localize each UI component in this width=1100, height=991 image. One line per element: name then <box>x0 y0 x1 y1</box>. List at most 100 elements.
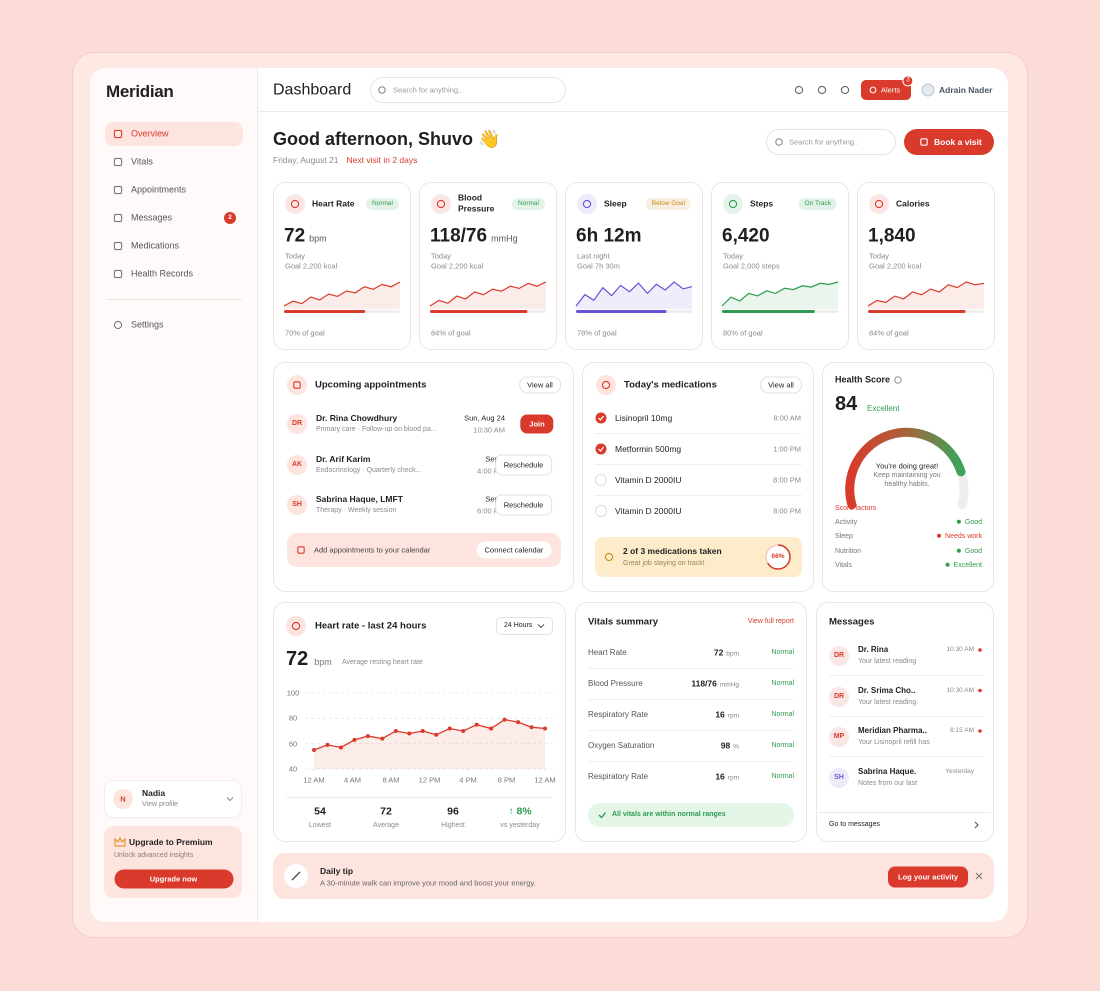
text-row: 16 rpm <box>715 710 739 721</box>
sender: Meridian Pharma.. <box>858 726 927 736</box>
preview: Your Lisinopril refill has <box>858 738 930 746</box>
stat-card <box>711 182 849 350</box>
nav-item[interactable]: Medications <box>131 240 180 251</box>
separator <box>595 495 802 496</box>
sender: Sabrina Haque. <box>858 766 917 776</box>
progress-label: 84% of goal <box>431 328 471 338</box>
nav-item[interactable]: Settings <box>131 319 164 330</box>
banner-text: All vitals are within normal ranges <box>612 810 726 818</box>
progress-label: 70% of goal <box>285 328 325 338</box>
x-tick-label: 12 AM <box>303 775 325 785</box>
card-title: Upcoming appointments <box>315 379 427 391</box>
button-label: Book a visit <box>934 136 982 147</box>
nav-item[interactable]: Messages <box>131 212 173 223</box>
summary-title: 2 of 3 medications taken <box>623 545 722 556</box>
button[interactable]: View all <box>519 376 561 394</box>
alerts-label: Alerts <box>881 85 901 95</box>
nav-item[interactable]: Overview <box>131 128 169 139</box>
button[interactable]: Upgrade now <box>114 869 233 889</box>
avatar-initials: MP <box>833 732 845 740</box>
card-title: Heart rate - last 24 hours <box>315 620 427 632</box>
medication-name: Metformin 500mg <box>615 443 682 454</box>
preview: Your latest reading <box>858 657 917 665</box>
text-row: Friday, August 21 Next visit in 2 days <box>273 155 417 165</box>
progress-track <box>430 310 546 313</box>
factor-name: Sleep <box>835 533 853 541</box>
button[interactable]: Join <box>520 414 554 434</box>
nav-item[interactable]: Vitals <box>131 156 153 167</box>
profile-link[interactable]: View profile <box>142 800 179 808</box>
stat-unit: mmHg <box>491 233 518 244</box>
link[interactable]: View full report <box>747 617 794 625</box>
stat-value: 6h 12m <box>576 225 642 247</box>
note: Average resting heart rate <box>342 658 423 666</box>
link[interactable]: Go to messages <box>829 820 880 828</box>
nav-item[interactable]: Health Records <box>131 268 194 279</box>
vital-unit: rpm <box>727 712 739 720</box>
avatar-initials: DR <box>833 692 845 700</box>
messages-card <box>816 602 994 842</box>
card-icon <box>286 616 306 636</box>
button[interactable]: Log your activity <box>887 866 969 888</box>
stat-value: 72 <box>284 225 306 247</box>
text-row: 72 bpm <box>714 648 739 659</box>
ring-label: 66% <box>771 553 785 561</box>
search-placeholder: Search for anything.. <box>393 85 463 95</box>
avatar-initials: DR <box>833 651 845 659</box>
user-name[interactable]: Adrain Nader <box>939 84 993 95</box>
progress-label: 84% of goal <box>869 328 909 338</box>
medication-time: 1:00 PM <box>773 444 801 454</box>
stat-value: 72 <box>380 805 392 818</box>
vital-name: Heart Rate <box>588 648 627 658</box>
button[interactable]: View all <box>760 376 802 394</box>
separator <box>829 756 983 757</box>
sender: Dr. Srima Cho.. <box>858 685 916 695</box>
vital-unit: bpm <box>726 650 739 658</box>
alerts-button[interactable] <box>861 80 911 100</box>
stat-label: Average <box>373 821 399 829</box>
vitals-banner <box>588 803 794 827</box>
separator <box>588 699 794 700</box>
button[interactable]: Connect calendar <box>476 541 552 559</box>
divider <box>286 797 552 798</box>
stat-value: ↑ 8% <box>508 805 532 818</box>
stat-goal: Goal 2,200 kcal <box>869 261 922 271</box>
time: 10:30 AM <box>946 646 974 654</box>
factor-status: Excellent <box>946 562 982 570</box>
card-icon <box>287 375 307 395</box>
stat-period: Last night <box>577 251 610 261</box>
text-row: 6h 12m <box>576 226 641 249</box>
divider <box>258 111 1008 112</box>
text-row: 16 rpm <box>715 772 739 783</box>
book-button[interactable] <box>904 129 994 155</box>
nav-item[interactable]: Appointments <box>131 184 187 195</box>
dropdown[interactable] <box>496 617 553 635</box>
vital-value: 98 <box>720 740 731 751</box>
search[interactable] <box>370 77 566 103</box>
greeting: Good afternoon, Shuvo 👋 <box>273 129 501 150</box>
doctor-name: Sabrina Haque, LMFT <box>316 493 403 504</box>
vital-value: 72 <box>713 647 724 658</box>
progress-label: 80% of goal <box>723 328 763 338</box>
health-level: Excellent <box>867 404 900 414</box>
avatar <box>829 686 849 707</box>
x-tick-label: 12 AM <box>534 775 556 785</box>
avatar-initials: SH <box>834 773 844 781</box>
text-row: 72 bpm <box>284 226 327 249</box>
progress-track <box>722 310 838 313</box>
vital-unit: rpm <box>727 774 739 782</box>
text-row: 98% <box>721 741 739 752</box>
button[interactable]: Reschedule <box>494 494 553 516</box>
stat-period: Today <box>723 251 744 261</box>
health-score: 84 <box>835 393 858 415</box>
button[interactable]: Reschedule <box>494 454 553 475</box>
avatar-initials: DR <box>291 419 303 427</box>
profile[interactable] <box>104 780 242 818</box>
progress-label: 78% of goal <box>577 328 617 338</box>
preview: Notes from our last <box>858 779 918 787</box>
time: Yesterday <box>945 767 974 775</box>
search[interactable] <box>766 129 896 155</box>
stat-card <box>565 182 703 350</box>
vital-status: Normal <box>771 679 794 687</box>
doctor-name: Dr. Rina Chowdhury <box>316 412 398 423</box>
